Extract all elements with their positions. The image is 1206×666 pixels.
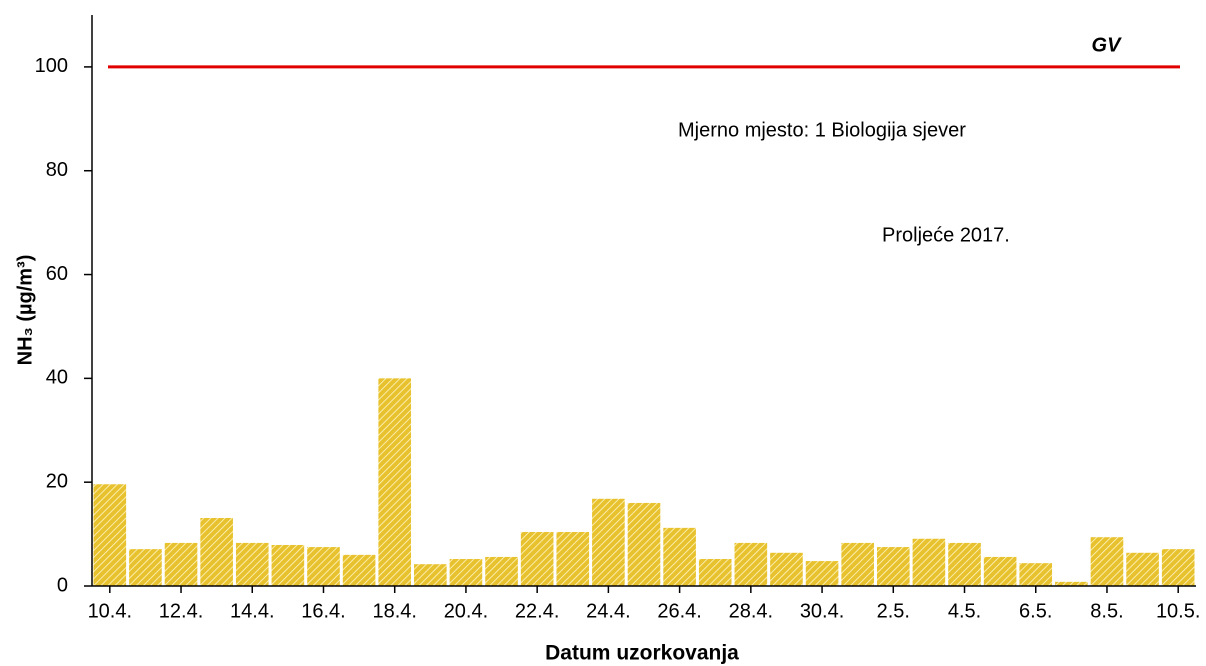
x-tick-label: 10.5. bbox=[1156, 600, 1200, 622]
bar bbox=[414, 564, 447, 586]
bar bbox=[841, 542, 874, 586]
bar bbox=[449, 559, 483, 586]
bar bbox=[1055, 581, 1088, 586]
y-tick-label: 0 bbox=[57, 574, 68, 596]
x-tick-label: 26.4. bbox=[657, 600, 701, 622]
x-tick-label: 12.4. bbox=[159, 600, 203, 622]
bar bbox=[556, 532, 590, 586]
bar bbox=[805, 561, 839, 586]
bar bbox=[948, 542, 981, 586]
bar bbox=[1126, 552, 1159, 586]
y-tick-label: 40 bbox=[46, 367, 68, 389]
annotation: Mjerno mjesto: 1 Biologija sjever bbox=[678, 119, 966, 141]
bar bbox=[520, 532, 554, 586]
x-tick-label: 8.5. bbox=[1090, 600, 1123, 622]
bar bbox=[734, 542, 768, 586]
x-axis-label: Datum uzorkovanja bbox=[545, 642, 739, 665]
bar bbox=[770, 552, 803, 586]
bar bbox=[200, 517, 233, 586]
bar bbox=[912, 538, 946, 586]
bar bbox=[1019, 563, 1053, 586]
x-tick-label: 4.5. bbox=[948, 600, 981, 622]
y-tick-label: 60 bbox=[46, 263, 68, 285]
bar bbox=[164, 542, 198, 586]
bar bbox=[129, 549, 162, 586]
x-tick-label: 20.4. bbox=[444, 600, 488, 622]
bar bbox=[876, 547, 910, 586]
bar bbox=[698, 559, 732, 586]
bar bbox=[342, 554, 376, 586]
x-tick-label: 30.4. bbox=[800, 600, 844, 622]
bar bbox=[592, 498, 625, 586]
bar bbox=[983, 556, 1017, 586]
y-axis-label: NH₃ (µg/m³) bbox=[14, 255, 36, 366]
bar bbox=[1161, 549, 1195, 586]
bar bbox=[663, 527, 696, 586]
x-tick-label: 2.5. bbox=[877, 600, 910, 622]
bar bbox=[627, 502, 661, 586]
x-tick-label: 6.5. bbox=[1019, 600, 1052, 622]
bar bbox=[1090, 537, 1124, 586]
x-tick-label: 10.4. bbox=[88, 600, 132, 622]
y-tick-label: 20 bbox=[46, 470, 68, 492]
bar bbox=[307, 547, 340, 586]
annotation: Proljeće 2017. bbox=[882, 224, 1010, 246]
bar bbox=[235, 542, 269, 586]
bar bbox=[271, 544, 305, 586]
y-tick-label: 80 bbox=[46, 159, 68, 181]
bar bbox=[378, 378, 412, 586]
x-tick-label: 22.4. bbox=[515, 600, 559, 622]
x-tick-label: 16.4. bbox=[301, 600, 345, 622]
y-tick-label: 100 bbox=[35, 55, 68, 77]
x-tick-label: 24.4. bbox=[586, 600, 630, 622]
reference-label: GV bbox=[1092, 34, 1123, 56]
bar bbox=[485, 556, 518, 586]
x-tick-label: 14.4. bbox=[230, 600, 274, 622]
x-tick-label: 28.4. bbox=[729, 600, 773, 622]
x-tick-label: 18.4. bbox=[372, 600, 416, 622]
bar bbox=[93, 484, 127, 586]
